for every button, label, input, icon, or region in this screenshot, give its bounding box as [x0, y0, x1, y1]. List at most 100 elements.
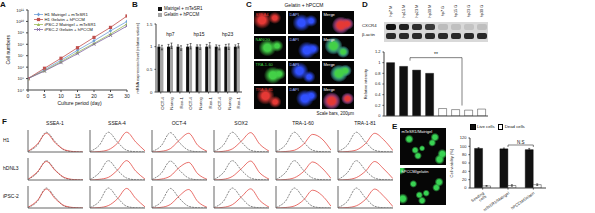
svg-text:20: 20 [91, 93, 97, 99]
svg-text:20: 20 [462, 177, 467, 182]
html-text:Merge: Merge [323, 87, 335, 92]
html-text:B: B [132, 0, 138, 9]
svg-text:0.2: 0.2 [375, 103, 381, 108]
html-text:Culture period (day): Culture period (day) [57, 100, 102, 106]
html-text:Merge: Merge [323, 37, 335, 42]
svg-text:15: 15 [75, 93, 81, 99]
html-text:iPSC-2 Gelatin + hPCCM: iPSC-2 Gelatin + hPCCM [44, 27, 93, 32]
html-text:SSEA-1: SSEA-1 [46, 120, 64, 126]
html-text:hp15 M: hp15 M [401, 4, 406, 18]
html-text:Matrigel + mTeSR1: Matrigel + mTeSR1 [164, 6, 203, 11]
html-text:H1: H1 [3, 137, 10, 143]
svg-text:Rex-1: Rex-1 [208, 96, 213, 108]
svg-text:Nanog: Nanog [169, 96, 174, 109]
html-text:TRA-1-81: TRA-1-81 [354, 120, 376, 126]
html-text:E: E [392, 122, 398, 131]
svg-text:40: 40 [462, 169, 467, 174]
svg-text:1: 1 [378, 60, 381, 65]
svg-text:Rex-1: Rex-1 [236, 96, 241, 108]
svg-text:Nanog: Nanog [198, 96, 203, 109]
html-text:OCT-4: OCT-4 [171, 120, 187, 126]
html-text:hp30 M: hp30 M [427, 4, 432, 18]
html-text:N.S: N.S [516, 139, 525, 145]
svg-text:OCT-4: OCT-4 [160, 96, 165, 109]
svg-text:1.2: 1.2 [375, 49, 381, 54]
svg-text:0: 0 [27, 93, 30, 99]
svg-text:80: 80 [462, 152, 467, 157]
svg-text:OCT-4: OCT-4 [217, 96, 222, 109]
svg-text:100: 100 [460, 144, 467, 149]
html-text:SOX2: SOX2 [234, 120, 248, 126]
html-text:DAPI: DAPI [289, 62, 299, 67]
html-text:β-actin: β-actin [362, 32, 375, 37]
html-text:C: C [246, 0, 252, 9]
html-text:hp30 G: hp30 G [479, 4, 484, 18]
svg-text:10⁸: 10⁸ [17, 42, 24, 47]
svg-text:10⁷: 10⁷ [18, 53, 25, 58]
html-text:hp7: hp7 [166, 30, 175, 37]
html-text:TRA-1-81: TRA-1-81 [255, 87, 273, 92]
svg-text:5: 5 [43, 93, 46, 99]
html-text:Scale bars, 200μm: Scale bars, 200μm [316, 111, 354, 116]
svg-text:10¹¹: 10¹¹ [16, 8, 24, 13]
html-text:TRA-1-60: TRA-1-60 [255, 62, 273, 67]
html-text:SSEA-4: SSEA-4 [108, 120, 126, 126]
svg-text:Rex-1: Rex-1 [179, 96, 184, 108]
html-text:hp23 M: hp23 M [414, 4, 419, 18]
html-text:mTeSR1/Matrigel: mTeSR1/Matrigel [401, 129, 433, 134]
html-text:hp7 G: hp7 G [440, 5, 445, 17]
html-text:Merge: Merge [323, 62, 335, 67]
svg-text:10⁶: 10⁶ [17, 65, 24, 70]
html-text:hp15 G: hp15 G [453, 4, 458, 18]
html-text:A: A [0, 0, 6, 9]
svg-text:60: 60 [462, 160, 467, 165]
html-text:CXCR4: CXCR4 [362, 23, 377, 28]
svg-text:0.5: 0.5 [147, 67, 154, 72]
html-text:D: D [362, 0, 368, 9]
svg-text:0.8: 0.8 [375, 71, 381, 76]
html-text:H1 Matrigel + mTeSR1: H1 Matrigel + mTeSR1 [44, 12, 88, 17]
html-text:Cell viability (%): Cell viability (%) [448, 148, 454, 178]
html-text:NANOG: NANOG [255, 37, 271, 42]
html-text:hp23: hp23 [222, 30, 234, 37]
html-text:mRNA expression level (relativ: mRNA expression level (relative values) [134, 22, 140, 94]
html-text:Gelatin + hPCCM: Gelatin + hPCCM [284, 2, 324, 8]
html-text:Gelatin + hPCCM: Gelatin + hPCCM [164, 12, 200, 17]
html-text:hp23 G: hp23 G [466, 4, 471, 18]
svg-text:0.4: 0.4 [375, 92, 381, 97]
html-text:hPCCM/gelatin: hPCCM/gelatin [401, 169, 429, 174]
svg-text:0.6: 0.6 [375, 81, 381, 86]
html-text:TRA-1-60: TRA-1-60 [292, 120, 314, 126]
svg-text:25: 25 [108, 93, 114, 99]
svg-text:10⁵: 10⁵ [17, 76, 24, 81]
svg-text:10¹⁰: 10¹⁰ [16, 19, 24, 24]
svg-text:30: 30 [124, 93, 130, 99]
svg-text:1: 1 [150, 44, 153, 49]
html-text:Merge: Merge [323, 12, 335, 17]
svg-text:10⁴: 10⁴ [17, 88, 24, 93]
html-text:H1 Gelatin + hPCCM: H1 Gelatin + hPCCM [44, 17, 85, 22]
svg-text:10⁹: 10⁹ [17, 30, 24, 35]
svg-text:120: 120 [460, 135, 467, 140]
svg-text:hPCCM/Gelatin: hPCCM/Gelatin [510, 191, 536, 211]
html-text:Relative intensity: Relative intensity [362, 68, 368, 100]
html-text:hp7 M: hp7 M [388, 5, 393, 17]
svg-text:0: 0 [150, 90, 153, 95]
html-text:DAPI: DAPI [289, 12, 299, 17]
html-text:iPSC-2: iPSC-2 [3, 193, 19, 199]
html-text:hDNL3: hDNL3 [3, 165, 19, 171]
svg-text:OCT-4: OCT-4 [188, 96, 193, 109]
html-text:iPSC-2 Matrigel + mTeSR1: iPSC-2 Matrigel + mTeSR1 [44, 22, 96, 27]
svg-text:10: 10 [58, 93, 64, 99]
svg-text:Seedingcells: Seedingcells [470, 191, 487, 207]
svg-text:1.5: 1.5 [147, 22, 154, 27]
html-text:hp15: hp15 [193, 30, 205, 37]
html-text:SSEA4: SSEA4 [255, 12, 269, 17]
svg-text:Nanog: Nanog [227, 96, 232, 109]
svg-text:0: 0 [464, 185, 467, 190]
html-text:DAPI: DAPI [289, 87, 299, 92]
svg-text:0: 0 [378, 113, 381, 118]
svg-text:mTeSR1/Matrigel: mTeSR1/Matrigel [482, 190, 510, 212]
html-text:DAPI: DAPI [289, 37, 299, 42]
html-text:Cell numbers: Cell numbers [5, 35, 12, 65]
